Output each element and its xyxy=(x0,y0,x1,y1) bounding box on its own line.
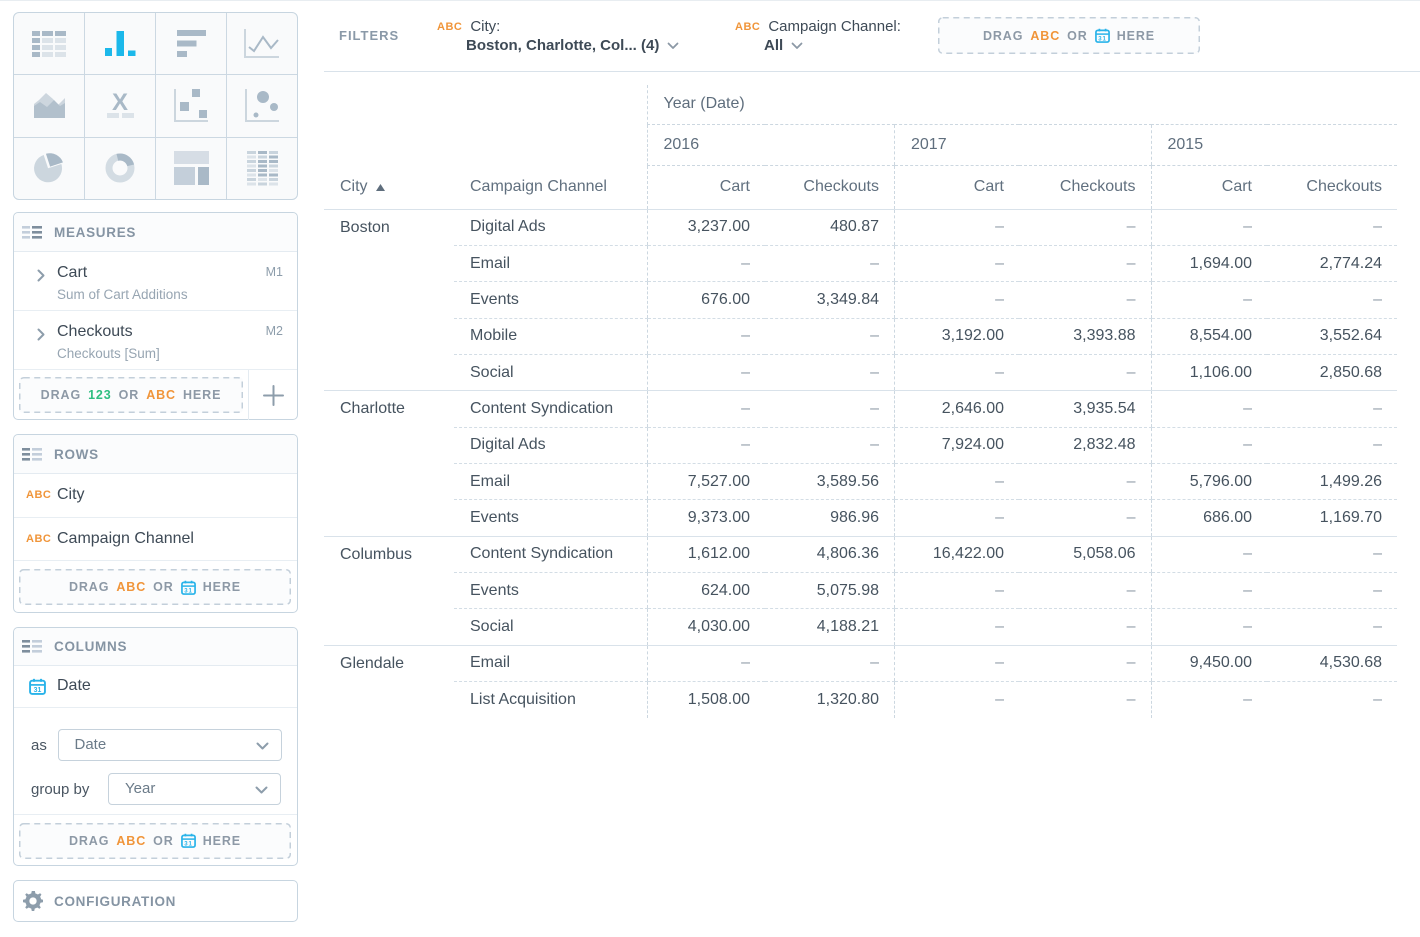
svg-text:31: 31 xyxy=(1098,35,1106,42)
svg-text:31: 31 xyxy=(34,687,42,694)
svg-text:X: X xyxy=(112,92,128,116)
svg-text:31: 31 xyxy=(184,840,192,847)
svg-text:31: 31 xyxy=(184,587,192,594)
